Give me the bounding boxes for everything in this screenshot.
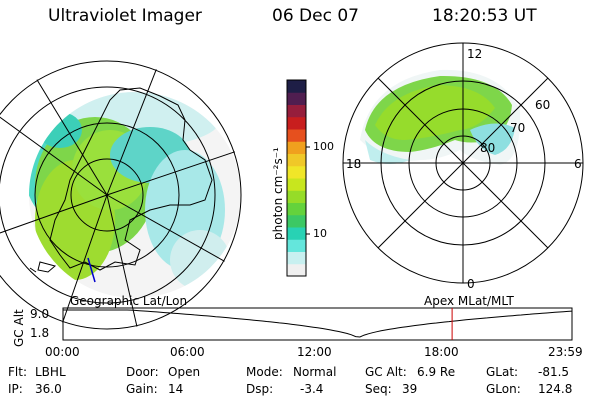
colorbar-segment xyxy=(287,116,306,130)
colorbar-tick-100: 100 xyxy=(313,140,334,153)
alt-ytick-high: 9.0 xyxy=(30,307,50,321)
colorbar-segment xyxy=(287,141,306,154)
mlt-label-18: 18 xyxy=(346,157,362,171)
gcalt-label: GC Alt: xyxy=(365,365,407,379)
gain-label: Gain: xyxy=(126,382,158,396)
colorbar-segment xyxy=(287,190,306,203)
sensor-track-line xyxy=(87,257,96,283)
colorbar-segment xyxy=(287,129,306,142)
coastline-islands xyxy=(29,261,57,273)
instrument-title: Ultraviolet Imager xyxy=(48,6,202,26)
right-aurora-emission xyxy=(360,69,521,165)
glat-label: GLat: xyxy=(486,365,519,379)
mlat-label-70: 70 xyxy=(510,121,526,135)
continent-outline xyxy=(49,87,213,271)
magnetic-label: Apex MLat/MLT xyxy=(424,294,514,308)
time-tick-0600: 06:00 xyxy=(170,345,205,359)
alt-ylabel: GC Alt xyxy=(12,309,26,347)
time-label: 18:20:53 UT xyxy=(432,6,537,26)
colorbar-segment xyxy=(287,263,306,277)
seq-label: Seq: xyxy=(365,382,392,396)
time-tick-1800: 18:00 xyxy=(424,345,459,359)
mode-value: Normal xyxy=(293,365,337,379)
colorbar-segment xyxy=(287,92,306,105)
colorbar-segment xyxy=(287,251,306,265)
seq-value: 39 xyxy=(402,382,418,396)
right-graticule xyxy=(342,42,584,284)
door-value: Open xyxy=(168,365,201,379)
gcalt-value: 6.9 Re xyxy=(417,365,456,379)
mlt-label-6: 6 xyxy=(574,157,582,171)
alt-ytick-low: 1.8 xyxy=(30,326,50,340)
mlt-label-0: 0 xyxy=(467,277,475,291)
colorbar-segment xyxy=(287,80,306,93)
glon-label: GLon: xyxy=(486,382,521,396)
colorbar-segment xyxy=(287,227,306,240)
colorbar-segment xyxy=(287,153,306,167)
ip-value: 36.0 xyxy=(35,382,62,396)
colorbar-segment xyxy=(287,239,306,252)
colorbar-segment xyxy=(287,165,306,179)
ip-label: IP: xyxy=(8,382,23,396)
time-tick-1200: 12:00 xyxy=(297,345,332,359)
flt-value: LBHL xyxy=(35,365,66,379)
glon-value: 124.8 xyxy=(538,382,573,396)
colorbar-tick-10: 10 xyxy=(313,227,327,240)
mlat-label-80: 80 xyxy=(480,141,496,155)
dsp-label: Dsp: xyxy=(246,382,274,396)
flt-label: Flt: xyxy=(8,365,27,379)
mlt-label-12: 12 xyxy=(467,47,483,61)
colorbar-segment xyxy=(287,214,306,228)
time-tick-2359: 23:59 xyxy=(548,345,583,359)
colorbar-segment xyxy=(287,178,306,191)
mode-label: Mode: xyxy=(246,365,283,379)
dsp-value: -3.4 xyxy=(300,382,324,396)
glat-value: -81.5 xyxy=(538,365,570,379)
door-label: Door: xyxy=(126,365,159,379)
colorbar-segment xyxy=(287,202,306,216)
date-label: 06 Dec 07 xyxy=(272,6,359,26)
mlat-label-60: 60 xyxy=(535,98,551,112)
left-graticule xyxy=(0,60,242,330)
geographic-label: Geographic Lat/Lon xyxy=(70,294,188,308)
time-tick-0000: 00:00 xyxy=(45,345,80,359)
gain-value: 14 xyxy=(168,382,184,396)
colorbar-segment xyxy=(287,104,306,118)
